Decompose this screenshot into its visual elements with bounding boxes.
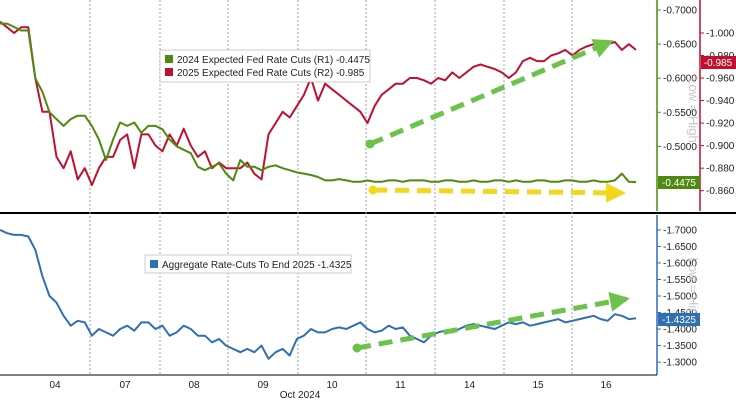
series-line-2024-expected-cuts	[0, 22, 637, 184]
r1-tick-label: -0.6500	[663, 40, 697, 51]
last-value-badge-2025: -0.985	[701, 56, 736, 69]
legend-box	[144, 254, 352, 274]
top-vertical-label: Low = High	[686, 77, 701, 142]
x-tick-label: 16	[600, 380, 612, 391]
aggregate-tick-label: -1.4000	[663, 325, 697, 336]
top-panel-bg	[0, 0, 656, 211]
vertical-gridlines	[89, 0, 573, 375]
r1-tick-label: -0.6000	[663, 74, 697, 85]
legend-label-2024: 2024 Expected Fed Rate Cuts (R1) -0.4475	[177, 55, 370, 66]
x-tick-label: 14	[464, 380, 476, 391]
x-tick-label: 07	[119, 380, 131, 391]
flat-arrow-top	[372, 182, 626, 203]
aggregate-tick-label: -1.5000	[663, 292, 697, 303]
x-axis-ticks: 04 07 08 09 10 11 14 15 16	[49, 380, 612, 391]
last-value-badge-2024: -0.4475	[658, 176, 700, 189]
x-tick-label: 09	[257, 380, 269, 391]
bottom-vertical-label: Low = High	[686, 257, 701, 322]
legend-swatch-aggregate	[150, 260, 158, 268]
r2-tick-label: -0.900	[706, 141, 735, 152]
top-legend: 2024 Expected Fed Rate Cuts (R1) -0.4475…	[159, 49, 371, 83]
uptrend-arrow-bottom	[356, 292, 630, 351]
aggregate-tick-label: -1.5500	[663, 275, 697, 286]
legend-label-2025: 2025 Expected Fed Rate Cuts (R2) -0.985	[177, 68, 365, 79]
badge-bg	[658, 176, 700, 189]
legend-label-aggregate: Aggregate Rate-Cuts To End 2025 -1.4325	[162, 260, 352, 271]
r2-tick-label: -0.860	[706, 186, 735, 197]
r2-tick-label: -0.960	[706, 74, 735, 85]
r1-tick-label: -0.7000	[663, 6, 697, 17]
aggregate-tick-label: -1.6500	[663, 242, 697, 253]
legend-box	[159, 49, 371, 83]
r2-tick-label: -0.940	[706, 96, 735, 107]
badge-text: -1.4325	[662, 315, 696, 326]
last-value-badge-aggregate: -1.4325	[658, 313, 700, 326]
legend-swatch-2024	[165, 55, 173, 63]
r2-tick-label: -0.880	[706, 164, 735, 175]
badge-bg	[658, 313, 700, 326]
badge-text: -0.985	[704, 58, 733, 69]
x-tick-label: 15	[532, 380, 544, 391]
x-tick-label: 11	[395, 380, 406, 391]
bottom-panel-bg	[0, 215, 656, 375]
x-axis-title: Oct 2024	[280, 390, 321, 401]
aggregate-tick-label: -1.3500	[663, 341, 697, 352]
series-line-aggregate-cuts	[0, 228, 637, 360]
r1-tick-label: -0.5500	[663, 108, 697, 119]
aggregate-tick-label: -1.7000	[663, 225, 697, 236]
aggregate-tick-label: -1.6000	[663, 258, 697, 269]
x-tick-label: 08	[188, 380, 200, 391]
badge-bg	[701, 56, 736, 69]
x-tick-label: 04	[49, 380, 61, 391]
r2-tick-label: -0.920	[706, 119, 735, 130]
legend-swatch-2025	[165, 68, 173, 76]
r2-tick-label: -1.000	[706, 28, 735, 39]
series-line-2025-expected-cuts	[0, 20, 637, 186]
bottom-legend: Aggregate Rate-Cuts To End 2025 -1.4325	[144, 254, 352, 274]
r1-tick-label: -0.5000	[663, 142, 697, 153]
top-r2-axis-ticks: -1.000-0.980-0.960-0.940-0.920-0.900-0.8…	[700, 28, 735, 197]
aggregate-tick-label: -1.3000	[663, 358, 697, 369]
x-tick-label: 10	[326, 380, 338, 391]
badge-text: -0.4475	[662, 178, 696, 189]
